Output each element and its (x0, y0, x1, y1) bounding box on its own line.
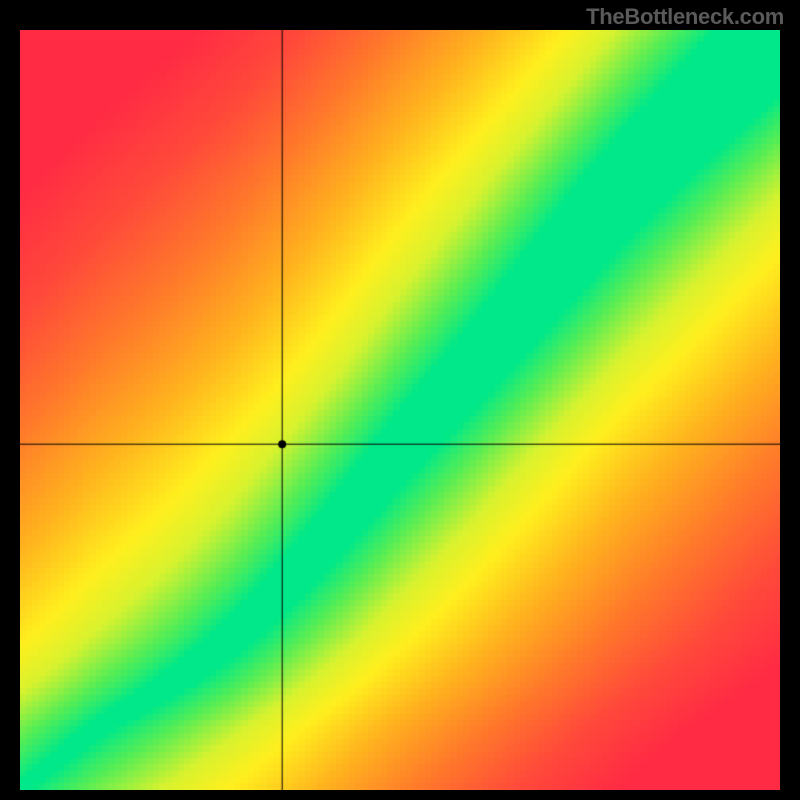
chart-container: TheBottleneck.com (0, 0, 800, 800)
bottleneck-heatmap (20, 30, 780, 790)
watermark-text: TheBottleneck.com (586, 4, 784, 30)
